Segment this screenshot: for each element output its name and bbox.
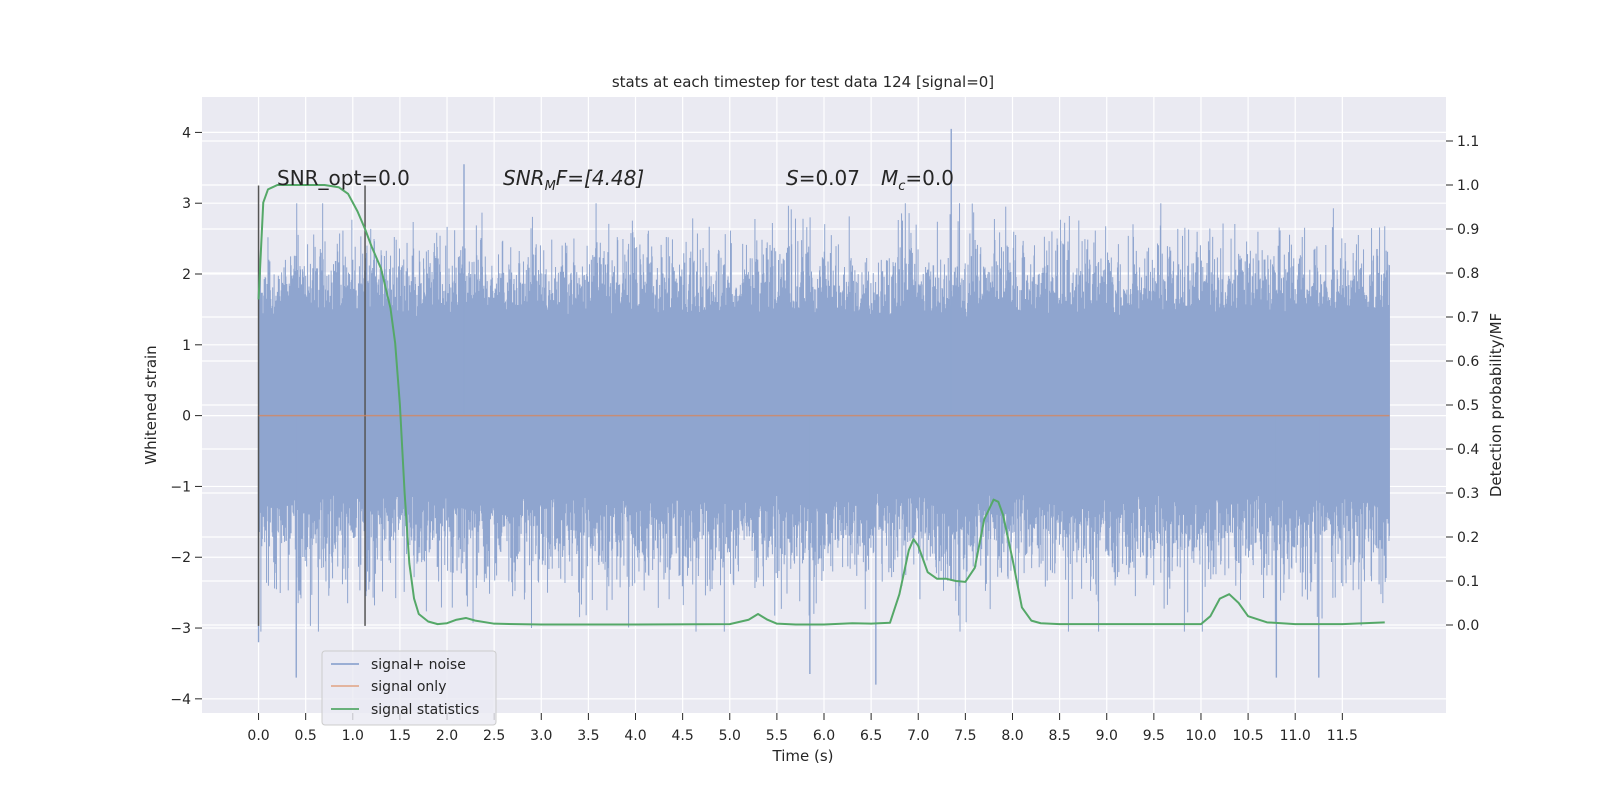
right-tick-label-4: 0.7 xyxy=(1457,310,1479,326)
x-tick-label-9: 4.5 xyxy=(672,728,694,744)
legend: signal+ noise signal only signal statist… xyxy=(321,650,497,726)
left-tick-label-7: −3 xyxy=(170,621,191,637)
right-tick-label-8: 0.3 xyxy=(1457,486,1479,502)
y-axis-label: Whitened strain xyxy=(142,345,160,464)
x-tick-label-22: 11.0 xyxy=(1280,728,1311,744)
series-signal-noise xyxy=(257,128,1390,685)
left-tick-label-4: 0 xyxy=(182,409,191,425)
right-tick-label-1: 1.0 xyxy=(1457,178,1479,194)
right-y-axis: 1.1 1.0 0.9 0.8 0.7 0.6 0.5 0.4 0.3 0.2 0.1 0.0 xyxy=(1446,134,1479,634)
x-tick-label-20: 10.0 xyxy=(1185,728,1216,744)
legend-label-signal-statistics: signal statistics xyxy=(371,702,479,718)
x-tick-label-18: 9.0 xyxy=(1096,728,1118,744)
x-tick-label-14: 7.0 xyxy=(907,728,929,744)
left-tick-label-3: 1 xyxy=(182,338,191,354)
x-tick-label-7: 3.5 xyxy=(577,728,599,744)
x-tick-label-17: 8.5 xyxy=(1048,728,1070,744)
left-y-axis: 4 3 2 1 0 −1 −2 −3 −4 xyxy=(170,125,202,708)
window-markers xyxy=(257,185,366,626)
legend-label-signal-only: signal only xyxy=(371,679,446,695)
x-tick-label-3: 1.5 xyxy=(389,728,411,744)
x-tick-label-2: 1.0 xyxy=(342,728,364,744)
chart-title: stats at each timestep for test data 124… xyxy=(612,73,994,91)
x-tick-label-13: 6.5 xyxy=(860,728,882,744)
x-tick-label-6: 3.0 xyxy=(530,728,552,744)
x-tick-label-5: 2.5 xyxy=(483,728,505,744)
x-tick-label-11: 5.5 xyxy=(766,728,788,744)
annotation-snr-opt: SNR_opt=0.0 xyxy=(277,166,410,190)
x-tick-label-12: 6.0 xyxy=(813,728,835,744)
x-tick-label-8: 4.0 xyxy=(624,728,646,744)
left-tick-label-0: 4 xyxy=(182,125,191,141)
annotation-s: S=0.07 xyxy=(786,166,860,190)
x-axis: 0.0 0.5 1.0 1.5 2.0 2.5 3.0 3.5 4.0 4.5 5.0 5.5 6.0 6… xyxy=(247,713,1358,744)
left-tick-label-8: −4 xyxy=(170,692,191,708)
right-tick-label-0: 1.1 xyxy=(1457,134,1479,150)
right-tick-label-3: 0.8 xyxy=(1457,266,1479,282)
series-signal-statistics xyxy=(257,184,1385,626)
annotation-snr-mf-suffix: F=[4.48] xyxy=(556,166,644,190)
right-tick-label-7: 0.4 xyxy=(1457,442,1479,458)
right-tick-label-10: 0.1 xyxy=(1457,574,1479,590)
left-tick-label-5: −1 xyxy=(170,479,191,495)
annotation-s-value: =0.07 xyxy=(799,166,860,190)
left-tick-label-2: 2 xyxy=(182,267,191,283)
right-tick-label-9: 0.2 xyxy=(1457,530,1479,546)
x-tick-label-19: 9.5 xyxy=(1143,728,1165,744)
right-tick-label-5: 0.6 xyxy=(1457,354,1479,370)
annotation-s-prefix: S xyxy=(786,166,799,190)
y-axis-right-label: Detection probability/MF xyxy=(1487,313,1505,497)
x-tick-label-4: 2.0 xyxy=(436,728,458,744)
x-tick-label-1: 0.5 xyxy=(295,728,317,744)
x-tick-label-23: 11.5 xyxy=(1327,728,1358,744)
right-tick-label-11: 0.0 xyxy=(1457,618,1479,634)
x-axis-label: Time (s) xyxy=(772,747,834,765)
signal-statistics-line xyxy=(257,184,1385,626)
right-tick-label-2: 0.9 xyxy=(1457,222,1479,238)
annotation-snr-mf-prefix: SNR xyxy=(503,166,545,190)
right-tick-label-6: 0.5 xyxy=(1457,398,1479,414)
x-tick-label-0: 0.0 xyxy=(247,728,269,744)
annotation-mc-value: =0.0 xyxy=(905,166,954,190)
left-tick-label-1: 3 xyxy=(182,196,191,212)
x-tick-label-21: 10.5 xyxy=(1233,728,1264,744)
annotation-mc-prefix: M xyxy=(881,166,898,190)
legend-label-signal-noise: signal+ noise xyxy=(371,657,466,673)
left-tick-label-6: −2 xyxy=(170,550,191,566)
x-tick-label-10: 5.0 xyxy=(719,728,741,744)
annotation-snr-mf: SNRMF=[4.48] xyxy=(503,166,644,194)
annotation-snr-mf-sub: M xyxy=(545,179,556,194)
x-tick-label-16: 8.0 xyxy=(1001,728,1023,744)
annotation-mc-sub: c xyxy=(898,179,905,194)
x-tick-label-15: 7.5 xyxy=(954,728,976,744)
annotation-mc: Mc=0.0 xyxy=(881,166,954,194)
legend-box xyxy=(321,650,497,726)
